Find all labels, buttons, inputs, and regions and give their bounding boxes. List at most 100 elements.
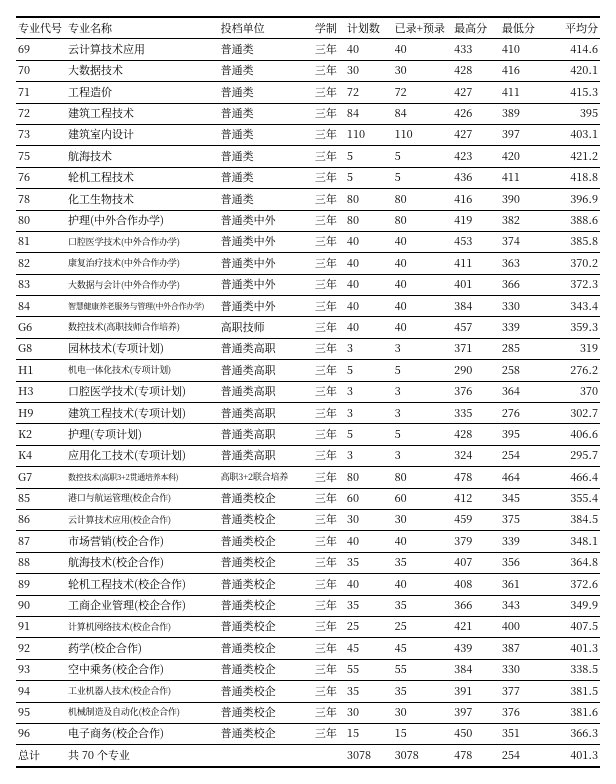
- table-row: 86云计算技术应用(校企合作)普通类校企三年3030459375384.5: [16, 509, 600, 530]
- cell-min: 343: [500, 595, 548, 616]
- cell-min: 397: [500, 124, 548, 145]
- cell-min: 377: [500, 681, 548, 702]
- cell-avg: 295.7: [548, 445, 601, 466]
- cell-max: 384: [452, 296, 500, 317]
- cell-name: 轮机工程技术: [66, 167, 219, 188]
- cell-unit: 普通类: [219, 146, 307, 167]
- cell-name: 应用化工技术(专项计划): [66, 445, 219, 466]
- cell-unit: 普通类: [219, 103, 307, 124]
- cell-unit: 普通类校企: [219, 552, 307, 573]
- table-row: 71工程造价普通类三年7272427411415.3: [16, 82, 600, 103]
- cell-code: H1: [16, 360, 66, 381]
- admissions-table: 专业代号专业名称投档单位学制计划数已录+预录最高分最低分平均分 69云计算技术应…: [16, 16, 600, 768]
- cell-name: 建筑工程技术: [66, 103, 219, 124]
- cell-adm: 25: [393, 616, 453, 637]
- cell-min: 258: [500, 360, 548, 381]
- cell-name: 护理(专项计划): [66, 424, 219, 445]
- cell-plan: 30: [345, 702, 393, 723]
- table-row: G6数控技术(高职技师合作培养)高职技师三年4040457339359.3: [16, 317, 600, 338]
- cell-adm: 55: [393, 659, 453, 680]
- col-header-name: 专业名称: [66, 17, 219, 39]
- cell-max: 426: [452, 103, 500, 124]
- cell-term: 三年: [307, 296, 345, 317]
- cell-code: 89: [16, 574, 66, 595]
- totals-name: 共 70 个专业: [66, 745, 219, 767]
- cell-avg: 385.8: [548, 231, 601, 252]
- cell-unit: 普通类: [219, 167, 307, 188]
- cell-avg: 418.8: [548, 167, 601, 188]
- cell-adm: 5: [393, 360, 453, 381]
- cell-adm: 80: [393, 189, 453, 210]
- cell-name: 机械制造及自动化(校企合作): [66, 702, 219, 723]
- cell-adm: 5: [393, 146, 453, 167]
- col-header-plan: 计划数: [345, 17, 393, 39]
- cell-term: 三年: [307, 360, 345, 381]
- cell-avg: 381.5: [548, 681, 601, 702]
- cell-unit: 普通类校企: [219, 702, 307, 723]
- cell-max: 428: [452, 424, 500, 445]
- col-header-code: 专业代号: [16, 17, 66, 39]
- cell-min: 363: [500, 253, 548, 274]
- cell-code: G7: [16, 467, 66, 488]
- cell-min: 387: [500, 638, 548, 659]
- table-row: 70大数据技术普通类三年3030428416420.1: [16, 60, 600, 81]
- cell-name: 市场营销(校企合作): [66, 531, 219, 552]
- totals-plan: 3078: [345, 745, 393, 767]
- cell-avg: 370.2: [548, 253, 601, 274]
- cell-name: 数控技术(高职技师合作培养): [66, 317, 219, 338]
- cell-name: 康复治疗技术(中外合作办学): [66, 253, 219, 274]
- cell-name: 大数据技术: [66, 60, 219, 81]
- cell-max: 423: [452, 146, 500, 167]
- table-row: 89轮机工程技术(校企合作)普通类校企三年4040408361372.6: [16, 574, 600, 595]
- cell-min: 382: [500, 210, 548, 231]
- col-header-avg: 平均分: [548, 17, 601, 39]
- cell-min: 356: [500, 552, 548, 573]
- cell-plan: 80: [345, 467, 393, 488]
- cell-adm: 35: [393, 595, 453, 616]
- cell-name: 药学(校企合作): [66, 638, 219, 659]
- cell-plan: 40: [345, 574, 393, 595]
- cell-name: 工商企业管理(校企合作): [66, 595, 219, 616]
- table-row: 76轮机工程技术普通类三年55436411418.8: [16, 167, 600, 188]
- cell-name: 口腔医学技术(中外合作办学): [66, 231, 219, 252]
- cell-max: 428: [452, 60, 500, 81]
- cell-min: 330: [500, 659, 548, 680]
- table-row: 93空中乘务(校企合作)普通类校企三年5555384330338.5: [16, 659, 600, 680]
- table-row: G8园林技术(专项计划)普通类高职三年33371285319: [16, 338, 600, 359]
- cell-avg: 343.4: [548, 296, 601, 317]
- cell-min: 420: [500, 146, 548, 167]
- cell-plan: 5: [345, 360, 393, 381]
- cell-name: 工业机器人技术(校企合作): [66, 681, 219, 702]
- table-row: 88航海技术(校企合作)普通类校企三年3535407356364.8: [16, 552, 600, 573]
- cell-avg: 359.3: [548, 317, 601, 338]
- cell-min: 339: [500, 531, 548, 552]
- cell-min: 351: [500, 723, 548, 744]
- cell-code: 92: [16, 638, 66, 659]
- cell-plan: 5: [345, 424, 393, 445]
- cell-min: 276: [500, 403, 548, 424]
- cell-code: K2: [16, 424, 66, 445]
- cell-unit: 普通类校企: [219, 616, 307, 637]
- cell-unit: 普通类校企: [219, 509, 307, 530]
- cell-term: 三年: [307, 403, 345, 424]
- cell-unit: 普通类中外: [219, 210, 307, 231]
- cell-max: 335: [452, 403, 500, 424]
- cell-adm: 80: [393, 210, 453, 231]
- cell-term: 三年: [307, 638, 345, 659]
- cell-plan: 15: [345, 723, 393, 744]
- cell-term: 三年: [307, 681, 345, 702]
- cell-term: 三年: [307, 574, 345, 595]
- cell-avg: 381.6: [548, 702, 601, 723]
- cell-adm: 3: [393, 445, 453, 466]
- cell-adm: 72: [393, 82, 453, 103]
- cell-unit: 普通类校企: [219, 638, 307, 659]
- cell-code: G6: [16, 317, 66, 338]
- cell-code: 71: [16, 82, 66, 103]
- cell-plan: 40: [345, 231, 393, 252]
- cell-adm: 80: [393, 467, 453, 488]
- cell-code: 78: [16, 189, 66, 210]
- cell-adm: 40: [393, 39, 453, 60]
- cell-avg: 370: [548, 381, 601, 402]
- cell-name: 数控技术(高职3+2贯通培养本科): [66, 467, 219, 488]
- cell-plan: 110: [345, 124, 393, 145]
